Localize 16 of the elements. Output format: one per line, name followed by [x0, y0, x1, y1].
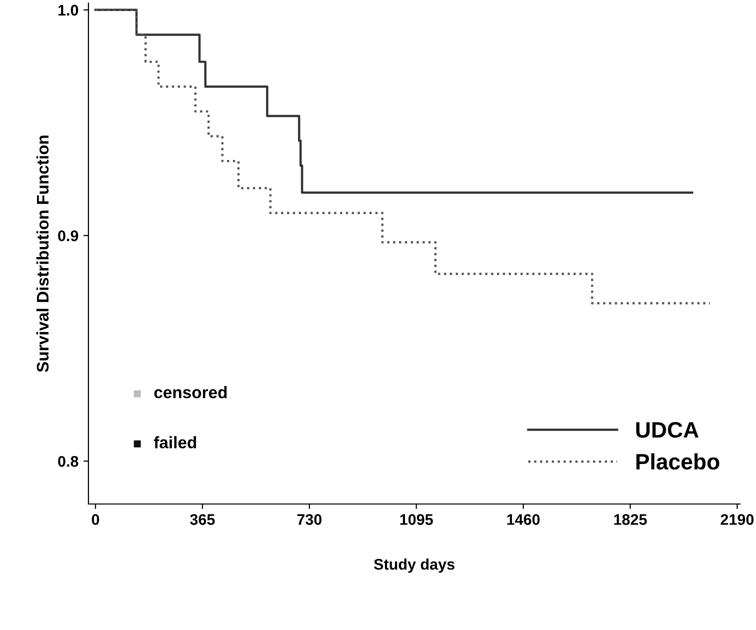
x-tick-label: 730: [297, 514, 322, 525]
x-tick-label: 365: [190, 514, 215, 525]
annotation: failed: [154, 436, 196, 448]
legend-label: Placebo: [636, 453, 720, 470]
x-tick-label: 1095: [400, 514, 433, 525]
x-tick-label: 1460: [507, 514, 540, 525]
x-tick-label: 0: [92, 514, 100, 525]
legend-label: UDCA: [636, 422, 699, 438]
x-tick-label: 2190: [720, 514, 754, 525]
y-tick-label: 1.0: [58, 4, 78, 16]
y-tick-label: 0.9: [58, 230, 78, 242]
y-axis-title: Survival Distribution Function: [36, 136, 49, 372]
x-tick-label: 1825: [614, 514, 647, 525]
annotation: censored: [154, 386, 227, 398]
y-tick-label: 0.8: [58, 456, 78, 467]
x-axis-title: Study days: [374, 558, 454, 573]
